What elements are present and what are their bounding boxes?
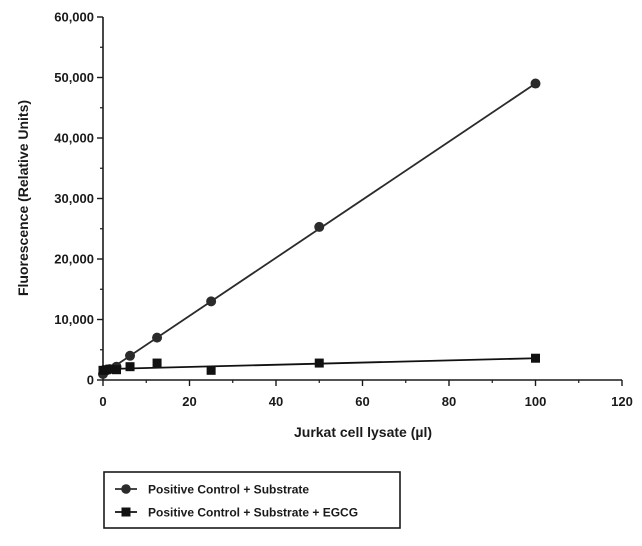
- legend-box: [103, 471, 401, 529]
- series-layer: [98, 78, 541, 379]
- data-point: [206, 296, 217, 307]
- data-point: [206, 365, 216, 375]
- x-tick-label: 120: [611, 394, 633, 409]
- series-1: [98, 78, 541, 379]
- y-tick-label: 20,000: [54, 252, 94, 267]
- legend-marker: [121, 484, 131, 494]
- y-tick-label: 60,000: [54, 10, 94, 25]
- ticks: 0 10,000 20,000 30,000 40,000 50,000 60,000 0 20…: [54, 10, 633, 410]
- y-tick-label: 0: [87, 373, 94, 388]
- legend-label: Positive Control + Substrate: [148, 483, 309, 497]
- legend-label: Positive Control + Substrate + EGCG: [148, 506, 358, 520]
- y-tick-label: 30,000: [54, 191, 94, 206]
- data-point: [125, 362, 135, 372]
- x-tick-label: 60: [355, 394, 369, 409]
- legend-entry: Positive Control + Substrate: [115, 483, 309, 497]
- y-tick-label: 50,000: [54, 70, 94, 85]
- x-tick-label: 100: [525, 394, 547, 409]
- legend: Positive Control + Substrate Positive Con…: [103, 471, 401, 529]
- x-tick-label: 0: [99, 394, 106, 409]
- data-point: [152, 332, 163, 343]
- data-point: [531, 353, 540, 363]
- legend-marker: [121, 507, 131, 517]
- data-point: [314, 358, 324, 368]
- data-point: [125, 350, 136, 361]
- data-point: [112, 365, 122, 375]
- y-tick-label: 10,000: [54, 312, 94, 327]
- y-axis-title: Fluorescence (Relative Units): [15, 100, 31, 296]
- y-tick-label: 40,000: [54, 131, 94, 146]
- series-2: [98, 353, 540, 375]
- x-tick-label: 40: [269, 394, 283, 409]
- data-point: [152, 358, 162, 368]
- x-tick-label: 80: [442, 394, 456, 409]
- x-tick-label: 20: [182, 394, 196, 409]
- data-point: [314, 221, 325, 232]
- x-axis-title: Jurkat cell lysate (µl): [294, 424, 432, 440]
- legend-entry: Positive Control + Substrate + EGCG: [115, 506, 358, 520]
- axes: [102, 17, 622, 381]
- data-point: [530, 78, 541, 89]
- data-point: [105, 364, 115, 374]
